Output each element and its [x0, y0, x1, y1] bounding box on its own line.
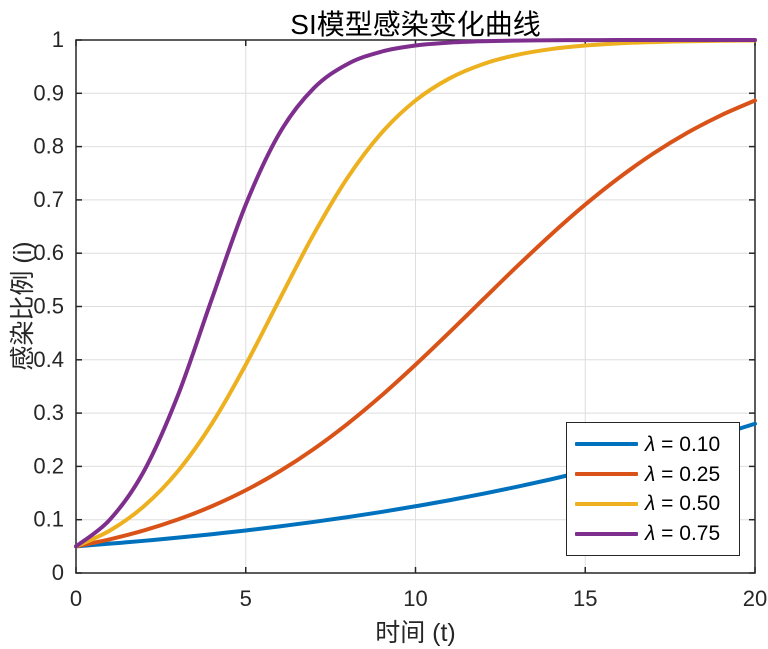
- legend-item: λ = 0.50: [575, 493, 731, 514]
- legend-line-swatch: [575, 442, 638, 447]
- x-axis-label: 时间 (t): [375, 619, 456, 647]
- series-line-3: [74, 37, 757, 549]
- y-tick-label: 0.7: [33, 187, 64, 212]
- y-tick-label: 0.9: [33, 80, 64, 105]
- legend-value: = 0.10: [655, 432, 721, 456]
- x-tick-labels: 0 5 10 15 20: [70, 586, 767, 611]
- y-tick-label: 1: [52, 27, 64, 52]
- chart-title: SI模型感染变化曲线: [290, 9, 541, 40]
- legend-item: λ = 0.10: [575, 434, 731, 455]
- x-tick-label: 15: [573, 586, 597, 611]
- legend-value: = 0.25: [655, 462, 721, 486]
- series-line-2: [74, 38, 757, 549]
- lambda-symbol: λ: [645, 522, 656, 546]
- legend-line-swatch: [575, 531, 638, 536]
- legend-value: = 0.75: [655, 522, 721, 546]
- y-tick-label: 0.4: [33, 347, 64, 372]
- lambda-symbol: λ: [645, 432, 656, 456]
- legend-value: = 0.50: [655, 492, 721, 516]
- lambda-symbol: λ: [645, 492, 656, 516]
- legend-line-swatch: [575, 501, 638, 506]
- series-line-1: [74, 98, 757, 549]
- x-tick-label: 5: [240, 586, 252, 611]
- legend-label: λ = 0.75: [645, 523, 720, 544]
- x-tick-label: 20: [743, 586, 767, 611]
- legend-item: λ = 0.75: [575, 523, 731, 544]
- y-tick-label: 0.2: [33, 453, 64, 478]
- x-tick-label: 0: [70, 586, 82, 611]
- y-tick-label: 0.5: [33, 294, 64, 319]
- y-tick-label: 0.6: [33, 240, 64, 265]
- legend-label: λ = 0.50: [645, 493, 720, 514]
- y-tick-labels: 0 0.1 0.2 0.3 0.4 0.5 0.6 0.7 0.8 0.9 1: [33, 27, 64, 585]
- legend-item: λ = 0.25: [575, 464, 731, 485]
- x-tick-label: 10: [403, 586, 427, 611]
- legend-line-swatch: [575, 472, 638, 477]
- lambda-symbol: λ: [645, 462, 656, 486]
- y-tick-label: 0.3: [33, 400, 64, 425]
- y-tick-label: 0.8: [33, 134, 64, 159]
- legend-label: λ = 0.25: [645, 464, 720, 485]
- y-tick-label: 0.1: [33, 507, 64, 532]
- y-tick-label: 0: [52, 560, 64, 585]
- legend-box: λ = 0.10 λ = 0.25 λ = 0.50 λ = 0.75: [566, 422, 740, 556]
- y-axis-label: 感染比例 (i): [9, 241, 37, 371]
- legend-label: λ = 0.10: [645, 434, 720, 455]
